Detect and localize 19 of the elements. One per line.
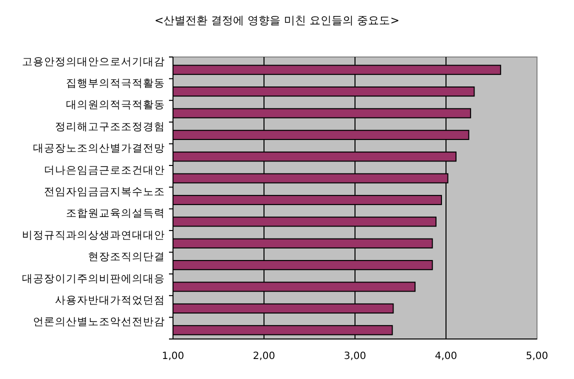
y-tick-label: 대공장노조의산별가결전망	[33, 142, 165, 155]
y-tick-label: 사용자반대가적었던점	[55, 294, 165, 306]
x-tick-label: 5,00	[526, 351, 548, 362]
y-tick-label: 언론의산별노조악선전반감	[33, 316, 165, 328]
y-tick-label: 전임자임금금지복수노조	[44, 186, 165, 198]
y-tick-label: 조합원교육의설득력	[66, 208, 165, 220]
y-tick-label: 집행부의적극적활동	[66, 78, 165, 90]
x-tick-label: 1,00	[162, 351, 184, 362]
y-tick-label: 더나은임금근로조건대안	[44, 164, 165, 176]
y-tick-label: 비정규직과의상생과연대대안	[22, 229, 165, 242]
x-tick-label: 2,00	[252, 351, 276, 362]
y-tick-label: 대공장이기주의비판에의대응	[22, 272, 165, 285]
x-tick-label: 4,00	[434, 351, 458, 362]
y-tick-label: 현장조직의단결	[88, 251, 165, 264]
title: <산별전환 결정에 영향을 미친 요인들의 중요도>	[154, 14, 400, 27]
y-tick-label: 고용안정의대안으로서기대감	[22, 56, 165, 68]
y-tick-label: 정리해고구조조정경험	[55, 120, 165, 133]
x-tick-label: 3,00	[344, 351, 366, 362]
y-tick-label: 대의원의적극적활동	[66, 99, 165, 112]
